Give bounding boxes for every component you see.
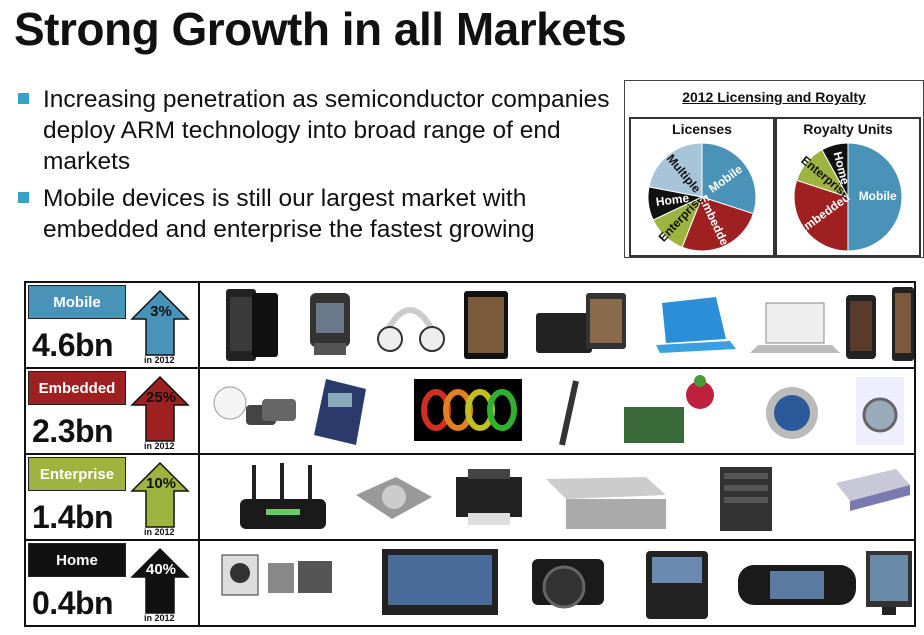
tablet-icon	[464, 291, 508, 359]
printer-icon	[456, 469, 522, 525]
growth-percent: 40%	[145, 561, 177, 578]
market-label-cell: Home 0.4bn 40% in 2012	[26, 541, 200, 625]
embedded-devices-illustration	[213, 375, 904, 446]
royalty-pie-title: Royalty Units	[803, 121, 893, 137]
smart-pen-icon	[559, 380, 579, 446]
sphero-ball-icon	[213, 386, 296, 425]
market-value: 0.4bn	[32, 585, 114, 621]
handheld-console-icon	[646, 551, 708, 619]
growth-arrow-icon	[130, 375, 190, 442]
royalty-pie-box: Royalty Units Mobile Embedded Enterprise Ho…	[775, 117, 921, 257]
bullet-item: Mobile devices is still our largest mark…	[18, 183, 618, 245]
growth-percent: 3%	[150, 303, 172, 320]
smartwatch-icon	[310, 293, 350, 355]
card-terminal-icon	[314, 379, 366, 445]
growth-year: in 2012	[144, 613, 175, 623]
market-row-home: Home 0.4bn 40% in 2012	[26, 541, 914, 627]
surface-tablet-icon	[656, 297, 736, 353]
led-bands-icon	[414, 379, 522, 441]
growth-percent: 25%	[145, 389, 177, 406]
market-row-mobile: Mobile 4.6bn 3% in 2012	[26, 283, 914, 369]
pie-slice-embedded	[793, 179, 849, 252]
laptop-icon	[750, 302, 840, 353]
dslr-camera-icon	[532, 559, 604, 609]
mobile-devices-illustration	[226, 287, 914, 361]
licenses-pie-box: Licenses Mobile Embedded Enterprise Home Mul…	[629, 117, 775, 257]
washing-machine-icon	[856, 377, 904, 445]
device-images-mobile	[206, 283, 914, 367]
pie-label-home: Home	[655, 191, 690, 209]
market-tag: Home	[28, 543, 126, 577]
bullet-square-icon	[18, 93, 29, 104]
licenses-pie-title: Licenses	[672, 121, 732, 137]
market-row-enterprise: Enterprise 1.4bn 10% in 2012	[26, 455, 914, 541]
hard-drive-icon	[356, 477, 432, 519]
licensing-royalty-inset: 2012 Licensing and Royalty Licenses Mobi…	[624, 80, 924, 258]
market-row-embedded: Embedded 2.3bn 25% in 2012	[26, 369, 914, 455]
server-unit-icon	[836, 469, 910, 511]
market-value: 2.3bn	[32, 413, 114, 449]
bullet-square-icon	[18, 192, 29, 203]
server-rack-icon	[720, 467, 772, 531]
device-images-enterprise	[206, 455, 914, 539]
growth-year: in 2012	[144, 527, 175, 537]
device-images-home	[206, 541, 914, 625]
market-label-cell: Mobile 4.6bn 3% in 2012	[26, 283, 200, 367]
growth-year: in 2012	[144, 441, 175, 451]
tablet-pair-icon	[536, 293, 626, 353]
headphones-icon	[377, 307, 445, 352]
inset-title: 2012 Licensing and Royalty	[682, 89, 866, 105]
action-camera-icon	[221, 554, 332, 596]
growth-year: in 2012	[144, 355, 175, 365]
home-devices-illustration	[221, 549, 912, 619]
router-icon	[240, 463, 326, 529]
market-tag: Mobile	[28, 285, 126, 319]
markets-grid: Mobile 4.6bn 3% in 2012 Embedded 2.3bn	[24, 281, 916, 627]
device-images-embedded	[206, 369, 914, 453]
market-tag: Enterprise	[28, 457, 126, 491]
pie-slice-mobile	[847, 142, 903, 252]
phone-pair-icon	[846, 287, 914, 361]
market-label-cell: Embedded 2.3bn 25% in 2012	[26, 369, 200, 453]
pie-slice-multiple	[648, 142, 703, 198]
bullet-text: Mobile devices is still our largest mark…	[43, 185, 535, 243]
portable-console-icon	[738, 565, 856, 605]
slide-title: Strong Growth in all Markets	[14, 3, 627, 55]
server-blade-icon	[546, 477, 666, 529]
enterprise-devices-illustration	[240, 463, 910, 531]
pie-slice-embedded	[681, 196, 754, 252]
market-value: 1.4bn	[32, 499, 114, 535]
smartphone-icon	[226, 289, 278, 361]
pie-slice-home	[821, 142, 849, 198]
growth-percent: 10%	[145, 475, 177, 492]
pie-slice-mobile	[701, 142, 757, 215]
growth-arrow-icon	[130, 547, 190, 614]
bullet-item: Increasing penetration as semiconductor …	[18, 84, 618, 177]
television-icon	[866, 551, 912, 615]
thermostat-icon	[766, 387, 818, 439]
bullet-text: Increasing penetration as semiconductor …	[43, 86, 610, 175]
market-tag: Embedded	[28, 371, 126, 405]
market-value: 4.6bn	[32, 327, 114, 363]
market-label-cell: Enterprise 1.4bn 10% in 2012	[26, 455, 200, 539]
raspberry-pi-icon	[624, 375, 714, 443]
growth-arrow-icon	[130, 461, 190, 528]
growth-arrow-icon	[130, 289, 190, 356]
bullet-list: Increasing penetration as semiconductor …	[18, 84, 618, 251]
smart-tv-icon	[382, 549, 498, 615]
pie-label-mobile: Mobile	[859, 189, 897, 203]
